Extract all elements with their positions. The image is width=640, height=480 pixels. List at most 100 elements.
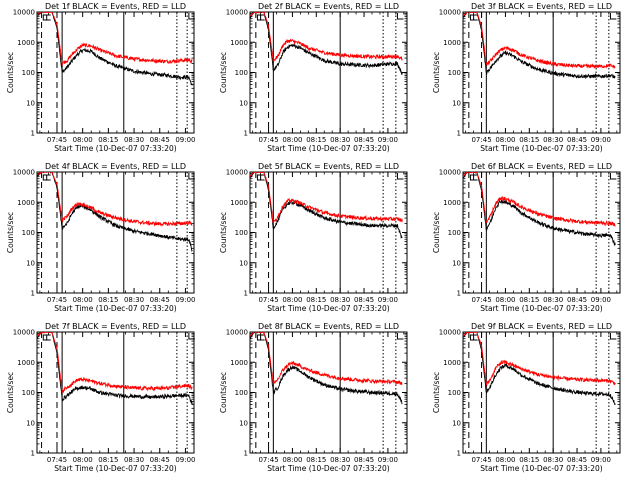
lld-series-line <box>463 172 616 227</box>
x-tick-label: 08:30 <box>124 456 144 464</box>
y-tick-label: 10 <box>239 419 248 427</box>
lld-series-line <box>463 332 616 387</box>
x-tick-label: 08:15 <box>306 136 326 144</box>
x-tick-label: 09:00 <box>591 296 611 304</box>
y-tick-label: 10 <box>239 259 248 267</box>
events-series-line <box>37 332 193 405</box>
x-tick-label: 07:45 <box>258 296 278 304</box>
time-marker <box>473 14 478 21</box>
x-tick-label: 09:00 <box>591 136 611 144</box>
y-axis-label: Counts/sec <box>219 212 228 253</box>
y-tick-label: 1000 <box>443 199 461 207</box>
x-tick-label: 08:00 <box>282 456 302 464</box>
y-tick-label: 10 <box>452 419 461 427</box>
x-tick-label: 09:00 <box>175 296 195 304</box>
time-marker <box>473 334 478 341</box>
y-tick-label: 100 <box>235 389 248 397</box>
lld-series-line <box>250 12 403 62</box>
y-tick-label: 1000 <box>17 39 35 47</box>
y-tick-label: 10 <box>26 99 35 107</box>
x-axis-label: Start Time (10-Dec-07 07:33:20) <box>480 304 602 313</box>
x-axis-label: Start Time (10-Dec-07 07:33:20) <box>480 464 602 473</box>
y-tick-label: 1 <box>31 450 35 458</box>
y-axis-label: Counts/sec <box>6 52 15 93</box>
x-tick-label: 08:00 <box>282 136 302 144</box>
y-tick-label: 10000 <box>439 169 461 177</box>
x-axis-label: Start Time (10-Dec-07 07:33:20) <box>54 464 176 473</box>
time-marker <box>42 14 48 21</box>
x-tick-label: 08:30 <box>124 296 144 304</box>
y-axis-label: Counts/sec <box>432 372 441 413</box>
x-tick-label: 08:45 <box>567 456 587 464</box>
y-tick-label: 1 <box>457 130 461 138</box>
time-marker <box>46 14 51 21</box>
x-tick-label: 08:30 <box>330 296 350 304</box>
y-tick-label: 1 <box>244 290 248 298</box>
x-tick-label: 07:45 <box>47 136 67 144</box>
y-tick-label: 1 <box>457 450 461 458</box>
y-tick-label: 100 <box>235 229 248 237</box>
lld-series-line <box>463 12 616 69</box>
panel-title: Det 8f BLACK = Events, RED = LLD <box>258 322 399 331</box>
x-tick-label: 08:00 <box>495 296 515 304</box>
x-tick-label: 08:15 <box>519 136 539 144</box>
x-tick-label: 07:45 <box>258 136 278 144</box>
time-marker <box>469 14 475 21</box>
time-marker <box>469 174 475 181</box>
events-series-line <box>463 332 616 406</box>
time-marker <box>396 13 404 20</box>
y-axis-label: Counts/sec <box>6 372 15 413</box>
x-tick-label: 08:00 <box>282 296 302 304</box>
x-tick-label: 09:00 <box>378 136 398 144</box>
x-tick-label: 09:00 <box>591 456 611 464</box>
panel-title: Det 5f BLACK = Events, RED = LLD <box>258 162 399 171</box>
panel-title: Det 1f BLACK = Events, RED = LLD <box>45 2 186 11</box>
y-tick-label: 10000 <box>13 169 35 177</box>
time-marker <box>42 334 48 341</box>
x-tick-label: 07:45 <box>258 456 278 464</box>
time-marker <box>469 334 475 341</box>
y-tick-label: 10 <box>452 99 461 107</box>
y-tick-label: 10000 <box>13 329 35 337</box>
y-tick-label: 10 <box>26 419 35 427</box>
y-tick-label: 1000 <box>230 39 248 47</box>
x-tick-label: 08:30 <box>543 296 563 304</box>
panel-title: Det 9f BLACK = Events, RED = LLD <box>471 322 612 331</box>
y-tick-label: 1000 <box>17 359 35 367</box>
x-tick-label: 08:45 <box>354 296 374 304</box>
detector-panel: Det 6f BLACK = Events, RED = LLD 1 10 100 10… <box>432 162 621 313</box>
x-tick-label: 08:15 <box>98 296 118 304</box>
x-tick-label: 08:45 <box>354 456 374 464</box>
time-marker <box>396 173 404 180</box>
time-marker <box>188 333 195 340</box>
x-tick-label: 08:15 <box>519 456 539 464</box>
panel-title: Det 4f BLACK = Events, RED = LLD <box>45 162 186 171</box>
detector-panel: Det 3f BLACK = Events, RED = LLD 1 10 100 10… <box>432 2 621 153</box>
time-marker <box>396 333 404 340</box>
time-marker <box>256 14 262 21</box>
x-tick-label: 08:45 <box>567 296 587 304</box>
events-series-line <box>250 12 403 75</box>
y-tick-label: 1 <box>31 290 35 298</box>
x-tick-label: 08:45 <box>150 456 170 464</box>
x-tick-label: 08:00 <box>495 456 515 464</box>
x-tick-label: 07:45 <box>47 456 67 464</box>
x-tick-label: 08:30 <box>543 456 563 464</box>
x-tick-label: 09:00 <box>175 136 195 144</box>
x-tick-label: 08:45 <box>354 136 374 144</box>
x-tick-label: 09:00 <box>378 296 398 304</box>
lld-series-line <box>37 12 193 67</box>
time-marker <box>609 173 617 180</box>
y-tick-label: 10 <box>452 259 461 267</box>
x-tick-label: 08:45 <box>567 136 587 144</box>
panel-title: Det 2f BLACK = Events, RED = LLD <box>258 2 399 11</box>
x-axis-label: Start Time (10-Dec-07 07:33:20) <box>267 144 389 153</box>
lld-series-line <box>250 332 403 385</box>
detector-panel: Det 1f BLACK = Events, RED = LLD 1 10 100 10… <box>6 2 196 153</box>
events-series-line <box>250 172 403 239</box>
x-tick-label: 08:45 <box>150 136 170 144</box>
y-axis-label: Counts/sec <box>6 212 15 253</box>
y-tick-label: 100 <box>22 69 35 77</box>
y-axis-label: Counts/sec <box>219 372 228 413</box>
